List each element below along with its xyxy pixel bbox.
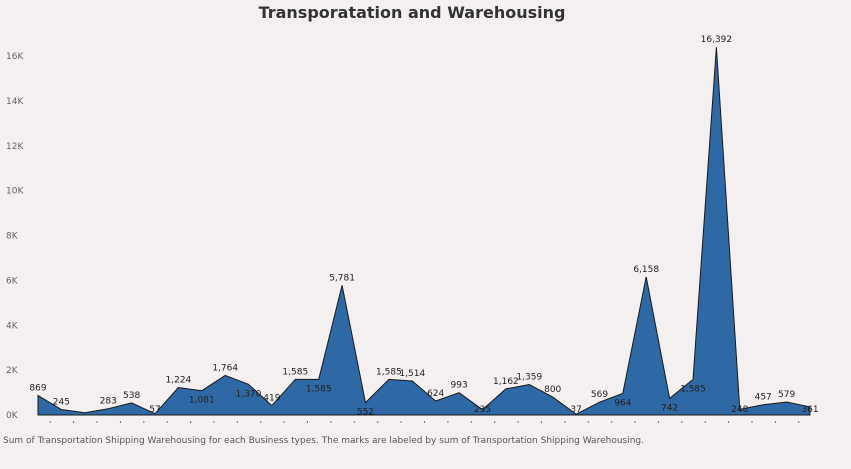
y-tick-label: 14K [6, 97, 24, 107]
x-tick [260, 421, 262, 423]
data-label: 5,781 [329, 273, 355, 283]
data-label: 552 [357, 408, 374, 418]
x-tick [73, 421, 75, 423]
data-label: 1,514 [399, 369, 425, 379]
data-label: 1,585 [282, 367, 308, 377]
x-tick [330, 421, 332, 423]
data-label: 579 [778, 390, 795, 400]
data-label: 624 [427, 389, 444, 399]
data-label: 1,224 [166, 376, 192, 386]
x-tick [353, 421, 355, 423]
x-tick [564, 421, 566, 423]
data-label: 457 [755, 393, 772, 403]
data-labels: 869 245 283 538 57 1,224 1,081 1,764 1,370 419 1,5… [29, 35, 818, 417]
x-tick [774, 421, 776, 423]
x-tick [447, 421, 449, 423]
data-label: 6,158 [633, 265, 659, 275]
plot-area [37, 47, 811, 416]
data-label: 57 [149, 405, 160, 415]
x-tick [541, 421, 542, 423]
x-tick [213, 421, 215, 423]
y-axis: 0K 2K 4K 6K 8K 10K 12K 14K 16K [6, 52, 24, 421]
x-tick [634, 421, 636, 423]
data-label: 419 [263, 394, 280, 404]
data-label: 993 [451, 381, 468, 391]
data-label: 1,585 [306, 384, 332, 394]
data-label: 1,359 [516, 373, 542, 383]
data-label: 1,370 [236, 389, 262, 399]
x-tick [49, 421, 51, 423]
y-tick-label: 16K [6, 52, 24, 62]
data-label: 37 [570, 405, 581, 415]
x-tick [96, 421, 98, 423]
x-tick [119, 421, 121, 423]
x-tick [236, 421, 238, 423]
x-tick [704, 421, 706, 423]
y-tick-label: 12K [6, 142, 24, 152]
x-tick [728, 421, 730, 423]
x-tick [283, 421, 285, 423]
y-tick-label: 8K [6, 232, 19, 242]
x-tick [166, 421, 168, 423]
data-label: 538 [123, 391, 140, 401]
x-tick [307, 421, 308, 423]
data-label: 1,585 [680, 384, 706, 394]
data-label: 1,081 [189, 396, 215, 406]
data-label: 235 [474, 405, 491, 415]
x-tick [424, 421, 425, 423]
data-label: 742 [661, 403, 678, 413]
y-tick-label: 0K [6, 411, 19, 421]
data-label: 245 [53, 398, 70, 408]
x-tick [657, 421, 659, 423]
x-tick [377, 421, 379, 423]
x-tick [587, 421, 589, 423]
y-tick-label: 4K [6, 321, 19, 331]
x-tick [517, 421, 519, 423]
y-tick-label: 2K [6, 366, 19, 376]
data-label: 1,162 [493, 377, 519, 387]
data-label: 1,764 [212, 363, 238, 373]
data-label: 283 [100, 397, 117, 407]
x-tick [190, 421, 192, 423]
x-tick [681, 421, 683, 423]
chart-title: Transporatation and Warehousing [259, 3, 566, 22]
x-axis [49, 421, 800, 423]
data-label: 964 [614, 398, 631, 408]
x-tick [470, 421, 472, 423]
chart-caption: Sum of Transportation Shipping Warehousi… [3, 436, 644, 446]
data-label: 1,585 [376, 367, 402, 377]
data-label: 248 [731, 405, 748, 415]
x-tick [494, 421, 496, 423]
x-tick [143, 421, 145, 423]
x-tick [751, 421, 753, 423]
x-tick [400, 421, 402, 423]
y-tick-label: 10K [6, 187, 24, 197]
area-fill [37, 47, 811, 416]
data-label: 869 [29, 384, 46, 394]
x-tick [611, 421, 613, 423]
x-tick [798, 421, 800, 423]
data-label: 569 [591, 390, 608, 400]
data-label: 361 [801, 405, 818, 415]
y-tick-label: 6K [6, 276, 19, 286]
data-label: 16,392 [701, 35, 733, 45]
data-label: 800 [544, 385, 561, 395]
